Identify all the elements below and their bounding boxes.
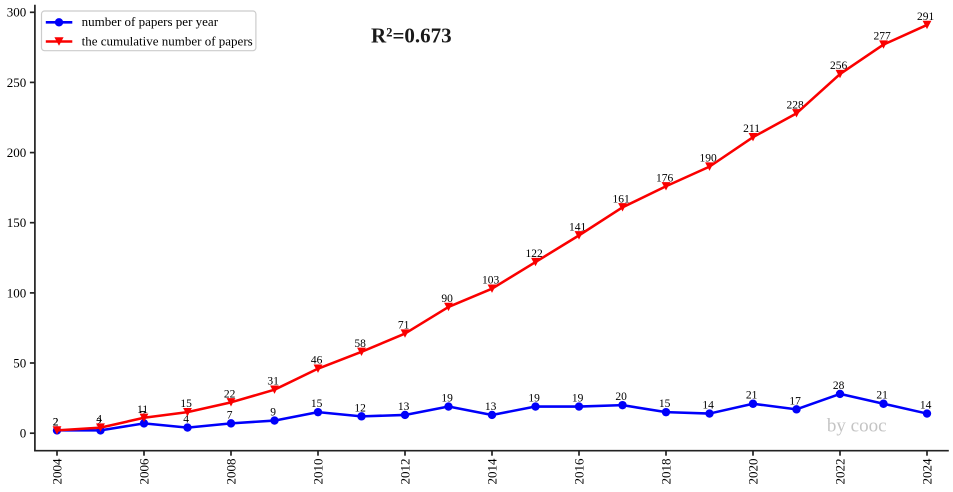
svg-text:58: 58 [354, 338, 366, 350]
svg-text:20: 20 [615, 391, 627, 403]
svg-text:150: 150 [7, 215, 27, 230]
svg-text:2008: 2008 [224, 459, 239, 485]
svg-text:14: 14 [702, 400, 714, 412]
svg-text:2: 2 [53, 416, 59, 428]
svg-text:2014: 2014 [485, 458, 500, 485]
svg-text:2004: 2004 [50, 458, 65, 485]
svg-text:28: 28 [833, 380, 845, 392]
svg-text:50: 50 [13, 355, 26, 370]
svg-text:250: 250 [7, 75, 27, 90]
svg-text:21: 21 [876, 390, 888, 402]
svg-text:211: 211 [743, 123, 760, 135]
svg-text:17: 17 [789, 395, 801, 407]
svg-text:277: 277 [873, 31, 891, 43]
svg-text:90: 90 [441, 293, 453, 305]
svg-text:2018: 2018 [659, 459, 674, 485]
svg-text:4: 4 [96, 414, 102, 426]
svg-text:number of papers per year: number of papers per year [82, 14, 219, 29]
svg-text:71: 71 [398, 320, 410, 332]
svg-text:by cooc: by cooc [827, 416, 887, 437]
svg-text:19: 19 [441, 393, 453, 405]
svg-text:2024: 2024 [920, 458, 935, 485]
svg-text:2006: 2006 [137, 458, 152, 485]
svg-text:13: 13 [485, 401, 497, 413]
svg-text:2020: 2020 [746, 459, 761, 485]
svg-text:46: 46 [311, 355, 323, 367]
svg-text:9: 9 [270, 407, 276, 419]
svg-text:19: 19 [572, 393, 584, 405]
svg-text:R²=0.673: R²=0.673 [371, 24, 452, 48]
svg-text:2: 2 [53, 416, 59, 428]
svg-text:15: 15 [180, 398, 192, 410]
svg-text:228: 228 [786, 99, 804, 111]
svg-text:15: 15 [311, 398, 323, 410]
svg-text:31: 31 [267, 376, 279, 388]
svg-text:100: 100 [7, 285, 27, 300]
svg-text:19: 19 [528, 393, 540, 405]
svg-text:291: 291 [917, 11, 935, 23]
svg-text:14: 14 [920, 400, 932, 412]
svg-text:0: 0 [20, 426, 27, 441]
svg-text:2022: 2022 [833, 459, 848, 485]
svg-text:11: 11 [137, 404, 148, 416]
svg-text:7: 7 [227, 409, 233, 421]
svg-text:176: 176 [656, 172, 674, 184]
svg-text:190: 190 [699, 153, 717, 165]
svg-text:2: 2 [96, 416, 102, 428]
svg-text:4: 4 [183, 414, 189, 426]
svg-text:200: 200 [7, 145, 27, 160]
svg-text:2012: 2012 [398, 459, 413, 485]
svg-text:141: 141 [569, 221, 587, 233]
svg-text:103: 103 [482, 275, 500, 287]
svg-text:21: 21 [746, 390, 758, 402]
svg-text:161: 161 [612, 193, 630, 205]
svg-text:300: 300 [7, 5, 27, 20]
svg-text:the cumulative number of paper: the cumulative number of papers [82, 33, 253, 48]
svg-text:256: 256 [830, 60, 848, 72]
svg-text:22: 22 [224, 388, 236, 400]
svg-text:13: 13 [398, 401, 410, 413]
svg-text:15: 15 [659, 398, 671, 410]
svg-text:12: 12 [354, 402, 366, 414]
svg-text:122: 122 [525, 248, 543, 260]
svg-text:2016: 2016 [572, 458, 587, 485]
svg-text:2010: 2010 [311, 459, 326, 485]
